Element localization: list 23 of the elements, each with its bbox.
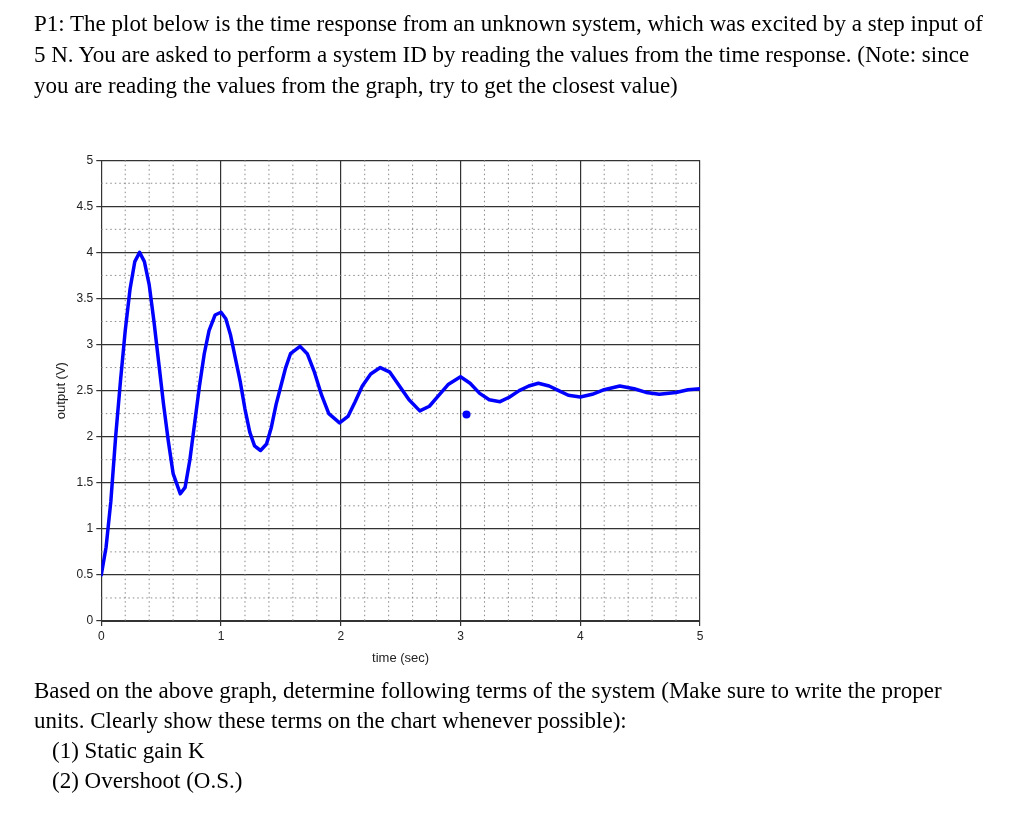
y-tick-label: 2.5 — [76, 382, 94, 397]
y-tick-label: 2 — [86, 428, 94, 443]
y-tick-label: 0.5 — [76, 567, 94, 582]
text: (1) Static gain K — [51, 737, 206, 765]
y-tick-label: 1.5 — [76, 475, 94, 490]
x-tick-label: 4 — [576, 628, 584, 643]
y-tick-label: 4 — [86, 244, 94, 259]
y-tick-label: 4.5 — [76, 198, 94, 213]
y-tick-label: 1 — [86, 521, 94, 536]
y-axis-title: output (V) — [53, 362, 69, 420]
y-tick-label: 5 — [86, 152, 94, 167]
y-tick-label: 0 — [86, 613, 94, 628]
x-tick-label: 2 — [337, 628, 345, 643]
x-tick-label: 0 — [97, 628, 105, 643]
y-tick-label: 3.5 — [76, 290, 94, 305]
x-tick-label: 3 — [457, 628, 465, 643]
y-tick-label: 3 — [86, 336, 94, 351]
x-axis-title: time (sec) — [372, 649, 430, 665]
x-tick-label: 1 — [217, 628, 225, 643]
text: (2) Overshoot (O.S.) — [51, 767, 244, 795]
x-tick-label: 5 — [696, 628, 704, 643]
chart-title: P1: The plot below is the time response from an unknown system, which was excited by a step input of 5 N. You are asked to perform a system ID by reading the values from the time response. (Note: since you are reading the values from the graph, try to get the closest value) — [34, 10, 984, 100]
text: Based on the above graph, determine following terms of the system (Make sure to write the proper units. Clearly show these terms on the chart whenever possible): — [34, 677, 943, 735]
